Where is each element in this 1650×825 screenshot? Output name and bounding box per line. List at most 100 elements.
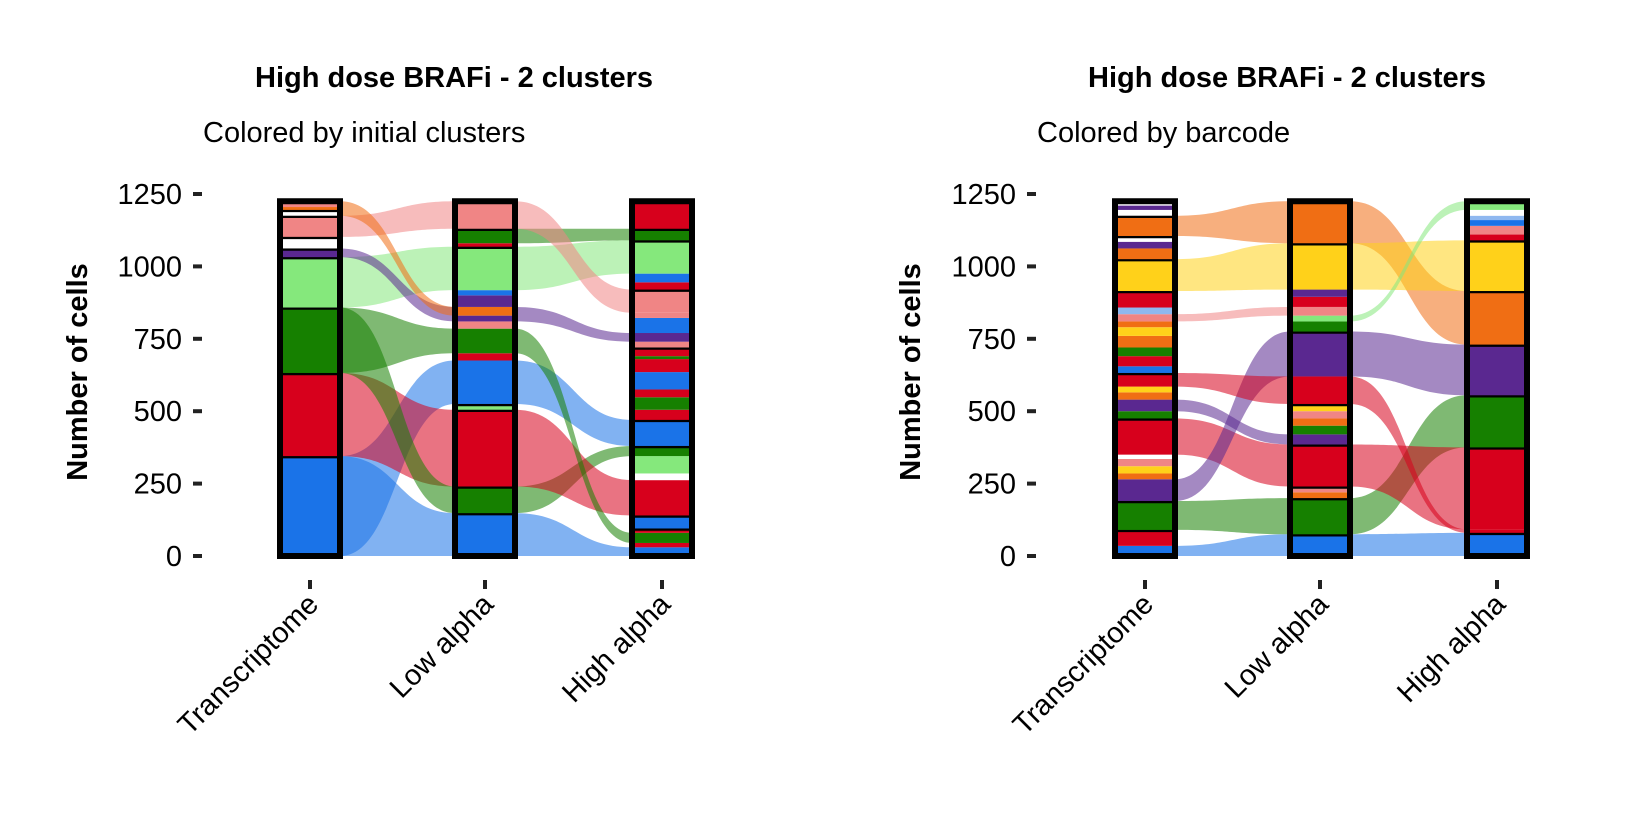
stratum-segment bbox=[1115, 545, 1175, 556]
stratum-segment bbox=[1467, 447, 1527, 530]
stratum-segment bbox=[455, 409, 515, 487]
stratum-segment bbox=[1467, 209, 1527, 216]
stratum-segment bbox=[1115, 458, 1175, 467]
stratum-segment bbox=[1290, 418, 1350, 426]
alluvial-flow bbox=[1175, 372, 1290, 404]
y-axis-label: Number of cells bbox=[62, 263, 94, 481]
stratum-segment bbox=[632, 347, 692, 357]
plot-area: 0 250 500 750 1000 1250 Transcriptome Low alpha… bbox=[951, 179, 1530, 741]
stratum-column bbox=[1287, 198, 1353, 560]
x-category-label: Transcriptome bbox=[1007, 588, 1160, 741]
y-tick-label: 500 bbox=[134, 396, 182, 428]
stratum-segment bbox=[280, 257, 340, 308]
stratum-segment bbox=[1467, 291, 1527, 345]
stratum-segment bbox=[1290, 444, 1350, 487]
stratum-segment bbox=[1115, 215, 1175, 236]
alluvial-flow bbox=[340, 201, 455, 237]
stratum-segment bbox=[1290, 425, 1350, 435]
alluvial-flow bbox=[1175, 201, 1290, 244]
stratum-segment bbox=[455, 486, 515, 514]
stratum-segment bbox=[632, 547, 692, 556]
alluvial-flow bbox=[1175, 399, 1290, 445]
stratum-segment bbox=[1115, 529, 1175, 546]
stratum-segment bbox=[280, 372, 340, 457]
stratum-segment bbox=[455, 228, 515, 244]
stratum-column bbox=[1464, 198, 1530, 560]
stratum-segment bbox=[280, 456, 340, 556]
stratum-outline bbox=[452, 198, 518, 560]
stratum-segment bbox=[632, 228, 692, 241]
alluvial-flow bbox=[515, 409, 632, 516]
stratum-segment bbox=[632, 389, 692, 398]
stratum-segment bbox=[1115, 372, 1175, 387]
x-category-label: Low alpha bbox=[384, 588, 501, 705]
stratum-segment bbox=[1467, 532, 1527, 556]
stratum-segment bbox=[280, 215, 340, 237]
alluvial-flow bbox=[515, 513, 632, 556]
stratum-segment bbox=[1115, 291, 1175, 308]
stratum-segment bbox=[455, 295, 515, 307]
stratum-segment bbox=[1115, 454, 1175, 459]
y-tick-label: 750 bbox=[968, 324, 1016, 356]
stratum-segment bbox=[1115, 259, 1175, 292]
chart-title: High dose BRAFi - 2 clusters bbox=[1088, 62, 1486, 94]
stratum-segment bbox=[1115, 356, 1175, 367]
plot-area: 0 250 500 750 1000 1250 Transcriptome Low alpha… bbox=[117, 179, 695, 741]
stratum-segment bbox=[1115, 411, 1175, 419]
stratum-column bbox=[452, 198, 518, 560]
stratum-segment bbox=[455, 403, 515, 410]
stratum-segment bbox=[632, 273, 692, 283]
stratum-segment bbox=[1290, 534, 1350, 556]
stratum-segment bbox=[1115, 235, 1175, 242]
y-axis-label: Number of cells bbox=[895, 263, 927, 481]
stratum-segment bbox=[632, 341, 692, 348]
stratum-segment bbox=[455, 513, 515, 556]
alluvial-flow bbox=[1350, 201, 1467, 322]
stratum-segment bbox=[632, 333, 692, 342]
stratum-segment bbox=[1467, 529, 1527, 533]
stratum-segment bbox=[1290, 492, 1350, 499]
alluvial-flow bbox=[1350, 376, 1467, 533]
stratum-segment bbox=[1467, 240, 1527, 292]
stratum-segment bbox=[1290, 403, 1350, 412]
stratum-column bbox=[1112, 198, 1178, 560]
stratum-segment bbox=[1115, 209, 1175, 216]
stratum-segment bbox=[1115, 500, 1175, 530]
stratum-segment bbox=[1115, 205, 1175, 210]
stratum-segment bbox=[632, 480, 692, 516]
stratum-segment bbox=[1467, 234, 1527, 241]
stratum-segment bbox=[1115, 248, 1175, 260]
alluvial-panel-barcode: High dose BRAFi - 2 clusters Colored by … bbox=[895, 62, 1530, 741]
stratum-segment bbox=[1115, 466, 1175, 474]
stratum-segment bbox=[455, 328, 515, 354]
stratum-segment bbox=[455, 243, 515, 247]
stratum-segment bbox=[455, 321, 515, 329]
chart-subtitle: Colored by initial clusters bbox=[203, 117, 525, 149]
stratum-segment bbox=[1115, 335, 1175, 348]
stratum-segment bbox=[632, 456, 692, 474]
stratum-segment bbox=[632, 359, 692, 373]
stratum-segment bbox=[1115, 314, 1175, 322]
alluvial-flow bbox=[515, 306, 632, 342]
alluvial-flow bbox=[1350, 444, 1467, 530]
stratum-segment bbox=[632, 201, 692, 229]
alluvial-flow bbox=[1175, 534, 1290, 556]
stratum-segment bbox=[1115, 386, 1175, 393]
stratum-segment bbox=[1115, 418, 1175, 455]
stratum-segment bbox=[1467, 395, 1527, 448]
stratum-segment bbox=[455, 201, 515, 229]
y-tick-label: 0 bbox=[1000, 541, 1016, 573]
stratum-segment bbox=[455, 290, 515, 296]
alluvial-flow bbox=[340, 307, 455, 373]
stratum-segment bbox=[1115, 473, 1175, 480]
stratum-segment bbox=[632, 445, 692, 457]
alluvial-panel-initial-clusters: High dose BRAFi - 2 clusters Colored by … bbox=[62, 62, 695, 741]
stratum-segment bbox=[455, 246, 515, 291]
stratum-segment bbox=[1290, 376, 1350, 404]
stratum-segment bbox=[455, 353, 515, 361]
stratum-segment bbox=[632, 419, 692, 446]
stratum-segment bbox=[632, 282, 692, 290]
stratum-segment bbox=[1115, 399, 1175, 412]
alluvial-flow bbox=[1175, 243, 1290, 292]
